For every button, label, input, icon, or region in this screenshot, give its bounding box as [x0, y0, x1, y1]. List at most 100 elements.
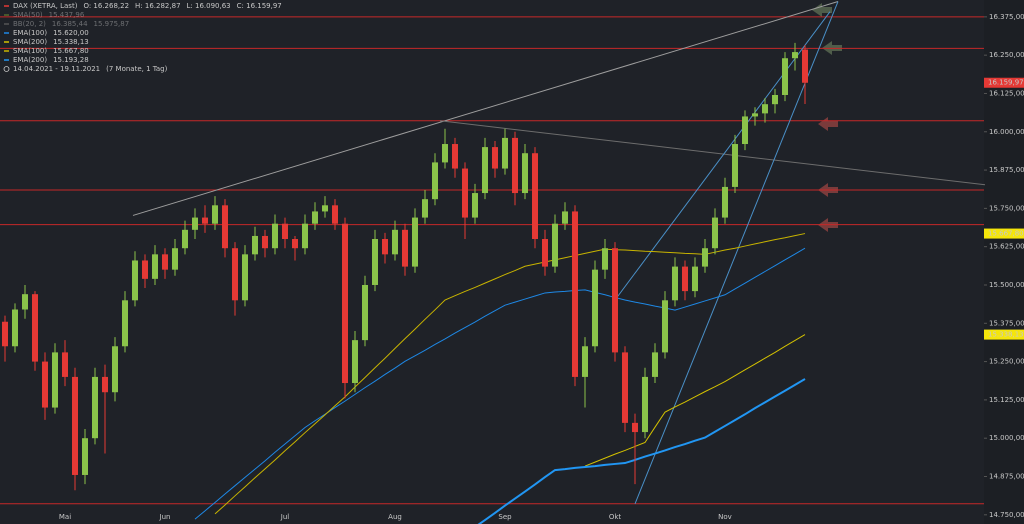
candle-body [72, 376, 78, 475]
x-tick-label: Aug [388, 513, 402, 521]
candle-body [132, 260, 138, 301]
candle-body [572, 211, 578, 377]
indicator-line [194, 247, 806, 520]
candle-body [562, 211, 568, 224]
y-tick-label: 15.250,00 [989, 358, 1024, 366]
x-tick-label: Sep [498, 513, 512, 521]
candle-body [462, 168, 468, 218]
candle-body [12, 309, 18, 347]
y-tick-label: 15.000,00 [989, 434, 1024, 442]
y-tick-label: 15.625,00 [989, 243, 1024, 251]
candle-body [352, 340, 358, 384]
candle-body [62, 352, 68, 377]
x-tick-label: Mai [59, 513, 71, 521]
candle-body [312, 211, 318, 224]
y-tick-label: 15.875,00 [989, 166, 1024, 174]
candle-body [712, 217, 718, 249]
price-tag-label: 15.667,80 [988, 230, 1024, 238]
candle-body [302, 223, 308, 249]
candle-body [212, 205, 218, 224]
candle-body [2, 321, 8, 347]
candle-body [392, 229, 398, 255]
legend-text: SMA(200) [13, 38, 47, 46]
candle-body [362, 284, 368, 341]
candle-body [222, 205, 228, 249]
candle-body [252, 235, 258, 255]
y-tick-label: 16.125,00 [989, 89, 1024, 97]
y-tick-label: 16.250,00 [989, 51, 1024, 59]
y-tick-label: 16.375,00 [989, 13, 1024, 21]
trendline [132, 1, 839, 216]
y-tick-label: 16.000,00 [989, 128, 1024, 136]
candle-body [22, 294, 28, 310]
legend-text: (7 Monate, 1 Tag) [106, 65, 167, 73]
y-tick-label: 15.750,00 [989, 204, 1024, 212]
legend-text: 15.437,96 [49, 11, 85, 19]
legend-text: EMA(200) [13, 56, 47, 64]
candle-body [482, 147, 488, 194]
x-tick-label: Jun [159, 513, 171, 521]
price-tag-label: 16.159,97 [988, 79, 1024, 87]
candle-body [182, 229, 188, 249]
price-tag: 16.159,97 [984, 77, 1024, 88]
candle-body [762, 104, 768, 114]
candle-body [512, 137, 518, 194]
y-tick-label: 15.125,00 [989, 396, 1024, 404]
trendline [439, 120, 986, 186]
candle-body [142, 260, 148, 279]
candle-body [652, 352, 658, 377]
arrow [812, 3, 832, 17]
y-tick-label: 14.875,00 [989, 473, 1024, 481]
candle-body [782, 58, 788, 95]
candle-body [732, 144, 738, 187]
candle-body [102, 376, 108, 393]
legend-text: 15.667,80 [53, 47, 89, 55]
candle-body [192, 217, 198, 230]
candle-body [722, 186, 728, 218]
legend-text: DAX (XETRA, Last) [13, 2, 78, 10]
y-tick-label: 15.500,00 [989, 281, 1024, 289]
candle-body [642, 376, 648, 433]
candle-body [492, 147, 498, 169]
legend-text: SMA(100) [13, 47, 47, 55]
candle-body [672, 266, 678, 301]
clock-icon [3, 66, 10, 72]
price-tag-box [984, 329, 1024, 340]
candle-body [622, 352, 628, 423]
x-tick-label: Nov [718, 513, 732, 521]
candle-body [52, 352, 58, 408]
candle-body [552, 223, 558, 267]
candle-body [282, 223, 288, 240]
candle-body [412, 217, 418, 267]
legend-text: 14.04.2021 - 19.11.2021 [13, 65, 100, 73]
candle-body [442, 144, 448, 163]
candle-body [802, 49, 808, 83]
candle-body [112, 346, 118, 393]
trendline [634, 1, 839, 504]
candle-body [432, 162, 438, 200]
candle-body [162, 254, 168, 270]
candle-body [172, 248, 178, 270]
x-tick-label: Okt [609, 513, 622, 521]
candle-body [382, 239, 388, 255]
candle-body [472, 193, 478, 218]
legend-text: 15.338,13 [53, 38, 89, 46]
candle-body [592, 269, 598, 347]
candle-body [152, 254, 158, 279]
candle-body [792, 52, 798, 59]
legend-text: 15.193,28 [53, 56, 89, 64]
candle-body [752, 113, 758, 117]
candle-body [422, 199, 428, 218]
price-tag-box [984, 228, 1024, 239]
candle-body [332, 205, 338, 224]
candle-body [772, 94, 778, 105]
legend-text: BB(20, 2) [13, 20, 46, 28]
legend-text: O: 16.268,22 [83, 2, 129, 10]
y-tick-label: 14.750,00 [989, 511, 1024, 519]
legend-text: H: 16.282,87 [135, 2, 180, 10]
legend-text: 15.620,00 [53, 29, 89, 37]
candle-body [292, 239, 298, 249]
candle-body [502, 137, 508, 169]
legend-text: L: 16.090,63 [187, 2, 231, 10]
